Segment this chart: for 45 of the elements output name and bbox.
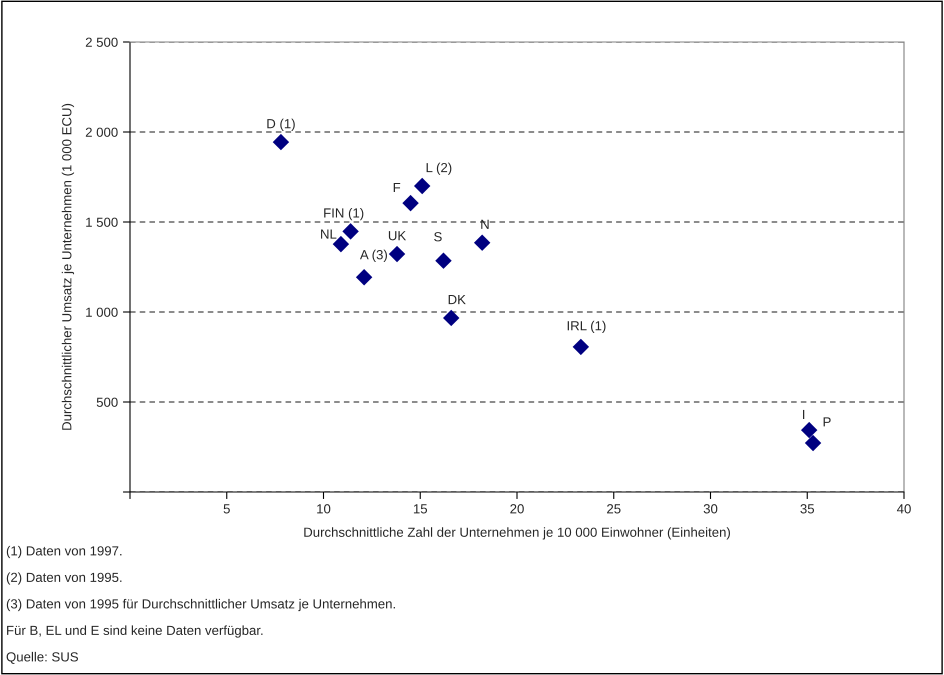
y-tick-label: 1 500 [86,218,118,227]
text: (3) Daten von 1995 für Durchschnittlicher Umsatz je Unternehmen. [6,598,395,612]
annotation: NL [321,230,336,239]
x-tick-label: 15 [414,504,428,514]
annotation: N [481,220,489,229]
x-tick-label: 25 [607,504,621,514]
source-note: Quelle: SUS [6,652,78,664]
point [442,310,460,326]
point [414,178,430,194]
point [474,234,490,251]
annotation: FIN (1) [324,208,364,220]
y-tick-label: 500 [96,398,118,407]
point [572,338,590,356]
annotation: DK [448,295,466,304]
point [388,246,406,262]
annotation: A (3) [360,250,387,262]
x-tick-label: 35 [800,504,814,514]
text: Für B, EL und E sind keine Daten verfügbar. [7,625,262,638]
x-tick-label: 10 [317,504,330,514]
point [402,194,419,212]
point [342,223,359,240]
x-axis-title: Durchschnittliche Zahl der Unternehmen je 10 000 Einwohner (Einheiten) [304,527,730,540]
annotation: F [394,182,400,192]
x-tick-label: 5 [224,504,230,514]
x-tick-label: 30 [704,504,718,514]
y-tick-label: 2 000 [86,128,118,137]
annotation: S [434,232,442,242]
point [272,134,290,150]
x-tick-label: 20 [510,504,524,514]
point [804,434,822,452]
y-axis-title: Durchschnittlicher Umsatz je Unternehmen (1 000 ECU) [62,104,74,430]
point [356,269,372,286]
point [800,422,818,438]
annotation: I [803,410,804,420]
annotation: D (1) [267,118,295,131]
text: (2) Daten von 1995. [6,572,122,585]
x-tick-label: 40 [896,504,911,514]
annotation: IRL (1) [568,320,606,334]
annotation: L (2) [426,162,452,175]
annotation: P [824,417,831,426]
point [435,252,452,269]
annotation: UK [388,231,406,240]
text: (1) Daten von 1997. [6,546,122,558]
y-tick-label: 2 500 [86,38,118,47]
y-tick-label: 1 000 [86,308,118,317]
